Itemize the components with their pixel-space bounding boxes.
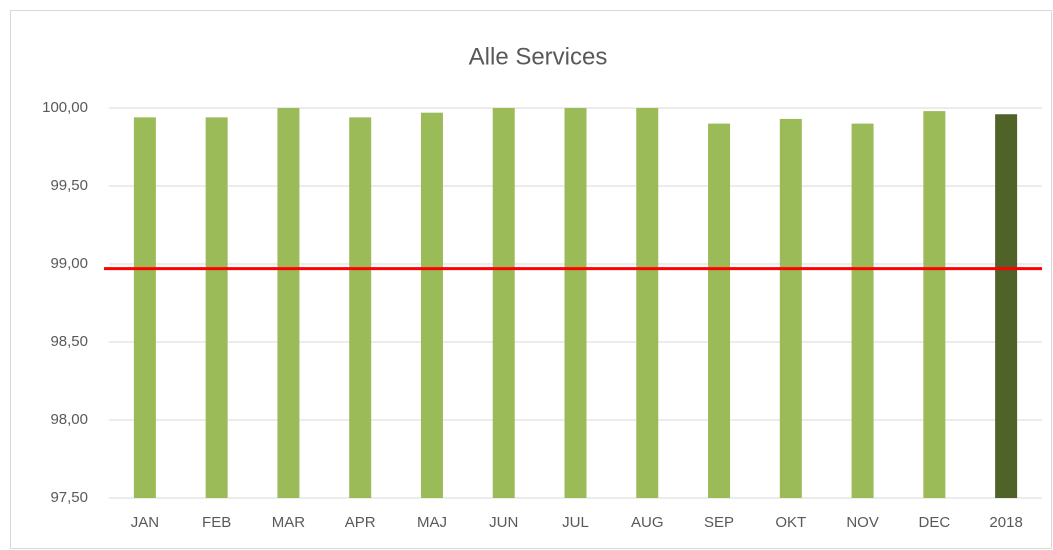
x-tick-label: APR [345, 514, 376, 531]
bar [923, 111, 946, 499]
bar [492, 108, 515, 498]
y-tick-label: 100,00 [42, 99, 88, 116]
chart-frame [10, 10, 1052, 549]
bar [779, 118, 802, 499]
y-tick-label: 98,50 [50, 333, 88, 350]
bar [133, 117, 156, 499]
x-tick-label: MAJ [417, 514, 447, 531]
bar [851, 123, 874, 498]
x-tick-label: OKT [775, 514, 806, 531]
x-tick-label: DEC [919, 514, 951, 531]
x-tick-label: JAN [131, 514, 159, 531]
y-tick-label: 97,50 [50, 489, 88, 506]
x-tick-label: NOV [846, 514, 879, 531]
x-tick-label: SEP [704, 514, 734, 531]
bar [995, 114, 1018, 499]
chart-title: Alle Services [469, 43, 608, 70]
x-tick-label: FEB [202, 514, 231, 531]
y-tick-label: 99,50 [50, 177, 88, 194]
x-tick-label: AUG [631, 514, 664, 531]
bar [564, 108, 587, 498]
bar [205, 117, 228, 499]
x-tick-label: MAR [272, 514, 306, 531]
bar [349, 117, 372, 499]
bar [277, 108, 300, 498]
x-tick-label: JUN [489, 514, 518, 531]
x-tick-label: JUL [562, 514, 589, 531]
bar [420, 112, 443, 499]
y-tick-label: 99,00 [50, 255, 88, 272]
bar [636, 108, 659, 498]
y-tick-label: 98,00 [50, 411, 88, 428]
x-tick-label: 2018 [989, 514, 1022, 531]
bar [708, 123, 731, 498]
